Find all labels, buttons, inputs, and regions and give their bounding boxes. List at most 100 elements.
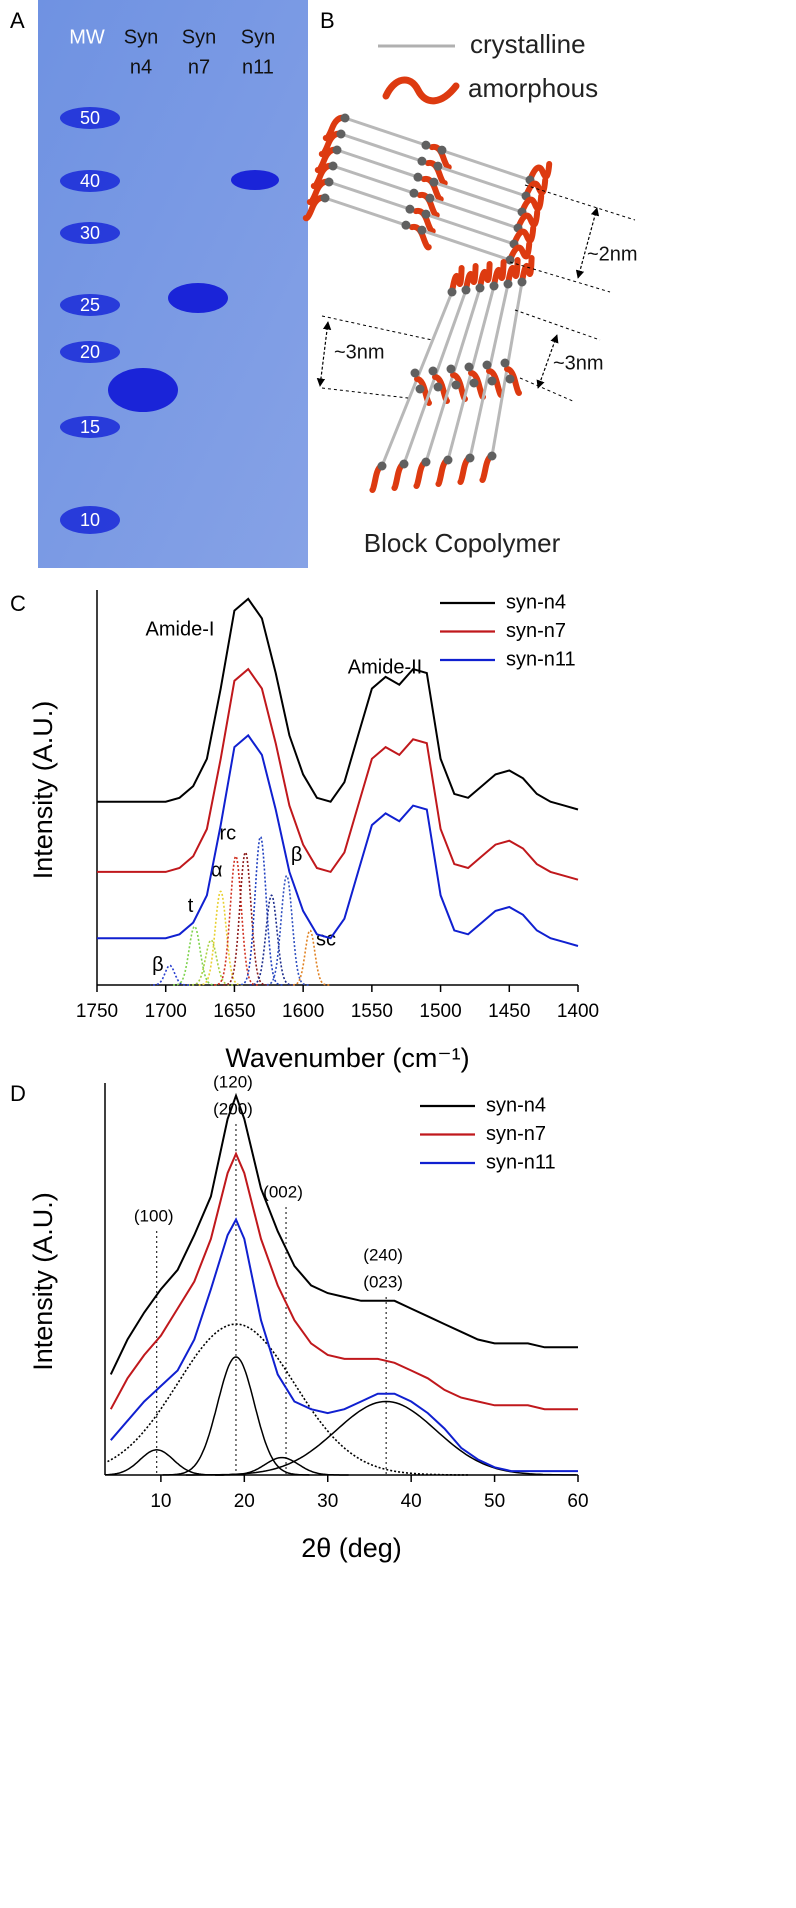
fit-component (189, 939, 234, 986)
junction (332, 145, 342, 155)
junction (465, 453, 475, 463)
fit-component (162, 1356, 310, 1476)
annotation: Amide-I (146, 618, 215, 640)
junction (505, 255, 515, 265)
junction (500, 358, 510, 368)
fit-component (213, 855, 258, 986)
amorphous-chain (519, 255, 535, 285)
amorphous-chain (519, 193, 545, 215)
amorphous-chain (507, 241, 533, 263)
amorphous-chain (527, 161, 553, 183)
reflection-label: (002) (263, 1182, 303, 1201)
sample-band (168, 283, 228, 313)
amorphous-chain (477, 261, 493, 291)
marker-band (60, 107, 120, 129)
dimension-arrow (316, 321, 332, 387)
junction (421, 209, 431, 219)
junction (417, 156, 427, 166)
amorphous-chain (504, 366, 522, 396)
reflection-label: (023) (363, 1272, 403, 1291)
legend-label: syn-n11 (486, 1151, 556, 1173)
junction (421, 457, 431, 467)
x-tick-label: 1550 (351, 1001, 393, 1022)
amorphous-chain (408, 223, 432, 251)
spacing-label: ~3nm (334, 341, 385, 363)
marker-label: 50 (80, 108, 100, 128)
y-axis-label: Intensity (A.U.) (28, 1192, 58, 1371)
amorphous-chain (428, 143, 452, 171)
junction (421, 140, 431, 150)
x-tick-label: 10 (150, 1491, 171, 1512)
fit-component (198, 890, 243, 986)
junction (399, 459, 409, 469)
x-axis-label: Wavenumber (cm⁻¹) (225, 1043, 469, 1073)
junction (469, 378, 479, 388)
junction (425, 193, 435, 203)
marker-band (60, 416, 120, 438)
data-line (109, 1151, 578, 1411)
legend-amorphous (382, 76, 460, 105)
component-label: α (211, 860, 223, 882)
x-tick-label: 50 (484, 1491, 505, 1512)
junction (409, 188, 419, 198)
amorphous-chain (505, 257, 521, 287)
marker-label: 40 (80, 171, 100, 191)
marker-label: 20 (80, 342, 100, 362)
amorphous-chain (424, 159, 448, 187)
fit-component (264, 874, 309, 986)
legend-label: syn-n7 (486, 1123, 546, 1145)
junction (487, 451, 497, 461)
guide-line (321, 315, 433, 341)
junction (415, 384, 425, 394)
panel-label: D (10, 1081, 26, 1106)
data-line (97, 667, 579, 881)
amorphous-chain (523, 177, 549, 199)
lane-label: Syn (241, 26, 275, 48)
marker-band (60, 506, 120, 534)
legend-label: syn-n11 (506, 648, 576, 670)
fit-component (150, 964, 190, 986)
junction (503, 279, 513, 289)
fit-component (185, 1400, 577, 1476)
guide-line (524, 184, 636, 221)
guide-line (321, 387, 409, 399)
reflection-label: (100) (134, 1206, 174, 1225)
junction (489, 281, 499, 291)
panel-label: C (10, 591, 26, 616)
x-axis-label: 2θ (deg) (301, 1533, 402, 1563)
component-label: β (291, 844, 303, 866)
junction (505, 374, 515, 384)
amorphous-chain (416, 191, 440, 219)
junction (324, 177, 334, 187)
junction (410, 368, 420, 378)
guide-line (519, 377, 576, 403)
annotation: Amide-II (348, 656, 422, 678)
marker-label: 25 (80, 295, 100, 315)
junction (340, 113, 350, 123)
lane-label: n7 (188, 56, 210, 78)
fit-component (290, 929, 330, 986)
junction (377, 461, 387, 471)
x-tick-label: 40 (401, 1491, 422, 1512)
x-tick-label: 60 (567, 1491, 588, 1512)
junction (405, 204, 415, 214)
junction (487, 376, 497, 386)
junction (428, 366, 438, 376)
junction (443, 455, 453, 465)
legend-label: syn-n4 (506, 591, 566, 613)
data-line (110, 1217, 578, 1473)
junction (446, 364, 456, 374)
marker-label: 10 (80, 510, 100, 530)
amorphous-chain (420, 175, 444, 203)
legend-label: syn-n7 (506, 620, 566, 642)
marker-band (60, 170, 120, 192)
spacing-label: ~3nm (553, 352, 604, 374)
gel-image (38, 0, 308, 568)
data-line (97, 597, 579, 811)
amorphous-chain (414, 376, 432, 406)
marker-band (60, 294, 120, 316)
guide-line (514, 309, 601, 341)
x-tick-label: 1400 (557, 1001, 599, 1022)
component-label: β (152, 954, 164, 976)
